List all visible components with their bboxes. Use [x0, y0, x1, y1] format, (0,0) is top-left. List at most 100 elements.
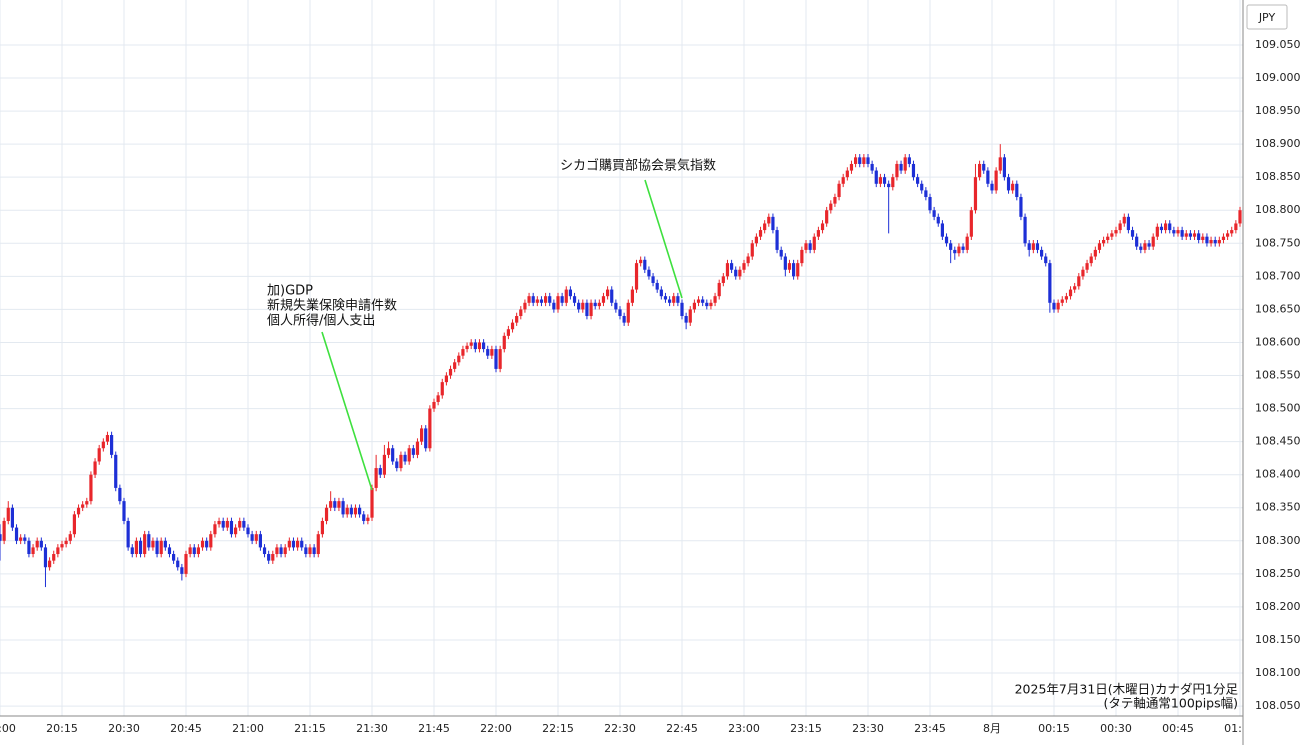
candle-body [990, 183, 994, 191]
candle-body [6, 507, 10, 521]
x-axis: 20:00 20:15 20:30 20:45 21:00 21:15 21:30 21:45… [0, 715, 1256, 735]
candle-body [829, 203, 833, 211]
candle-body [64, 540, 68, 545]
candle-body [1077, 276, 1081, 287]
candle-body [506, 329, 510, 336]
x-tick-label: 21:15 [294, 722, 326, 735]
currency-label: JPY [1258, 11, 1276, 24]
candle-body [771, 216, 775, 231]
candle-body [465, 345, 469, 350]
candle-body [1155, 226, 1159, 237]
candle-body [1056, 302, 1060, 310]
candle-body [151, 540, 155, 548]
candle-body [589, 302, 593, 317]
candle-body [114, 454, 118, 488]
candle-body [234, 527, 238, 535]
candle-body [461, 349, 465, 356]
candle-body [31, 547, 35, 555]
candle-body [35, 540, 39, 548]
candle-body [1238, 210, 1242, 224]
candle-body [874, 170, 878, 184]
candle-body [804, 243, 808, 250]
caption: (タテ軸通常100pips幅) [1104, 696, 1238, 711]
candle-body [895, 163, 899, 178]
y-tick-label: 108.050 [1255, 699, 1300, 712]
candle-body [110, 435, 114, 455]
candle-body [572, 296, 577, 303]
candle-body [907, 157, 911, 164]
candle-body [14, 527, 19, 541]
candle-body [1027, 243, 1031, 250]
y-tick-label: 108.750 [1255, 236, 1300, 249]
candle-body [159, 540, 163, 555]
candle-body [0, 534, 2, 541]
candle-body [300, 540, 304, 548]
y-tick-label: 108.900 [1255, 137, 1300, 150]
candle-body [957, 246, 961, 254]
y-tick-label: 108.850 [1255, 170, 1300, 183]
candle-body [734, 269, 738, 277]
candle-body [878, 177, 882, 184]
candle-body [1089, 256, 1093, 264]
candle-body [341, 501, 345, 515]
x-tick-label: 22:00 [480, 722, 512, 735]
candle-body [721, 276, 725, 283]
candle-body [808, 243, 812, 250]
candle-body [688, 309, 692, 323]
candle-body [411, 448, 415, 455]
candle-body [1126, 216, 1130, 231]
candle-body [969, 210, 973, 237]
candle-body [539, 299, 544, 303]
candle-body [242, 520, 246, 528]
y-tick-label: 108.100 [1255, 666, 1300, 679]
candle-body [205, 540, 209, 548]
candle-body [60, 544, 64, 548]
candle-body [428, 408, 432, 449]
candle-body [1052, 302, 1056, 310]
candle-body [329, 501, 333, 508]
candle-body [85, 501, 89, 505]
annotation-text: 加)GDP [267, 284, 313, 299]
candle-body [812, 236, 816, 250]
candle-body [163, 540, 167, 548]
y-tick-label: 108.950 [1255, 104, 1300, 117]
candle-body [477, 342, 482, 350]
candle-body [1015, 183, 1019, 198]
candle-body [730, 263, 734, 270]
candle-body [444, 375, 448, 383]
candle-body [564, 289, 568, 303]
candle-body [283, 547, 287, 555]
y-tick-label: 108.450 [1255, 435, 1300, 448]
x-tick-label: 21:00 [232, 722, 264, 735]
candle-body [126, 520, 130, 548]
candle-body [581, 302, 585, 310]
candle-body [1002, 157, 1006, 178]
candle-body [143, 534, 147, 555]
candle-body [705, 302, 709, 307]
candle-body [1135, 236, 1139, 247]
candle-body [655, 282, 659, 290]
candle-body [1184, 233, 1188, 237]
candle-body [498, 349, 502, 369]
candle-body [23, 537, 27, 541]
candle-body [184, 554, 188, 574]
candle-body [1023, 216, 1027, 244]
candle-body [601, 296, 606, 303]
candle-body [304, 547, 308, 555]
candle-body [1073, 286, 1077, 290]
candle-body [2, 520, 6, 541]
candle-body [337, 501, 341, 508]
x-tick-label: 00:30 [1100, 722, 1132, 735]
candle-body [523, 302, 527, 310]
candle-body [440, 382, 444, 396]
y-tick-label: 108.200 [1255, 600, 1300, 613]
y-tick-label: 108.400 [1255, 468, 1300, 481]
candle-body [254, 534, 258, 541]
candle-body [271, 554, 275, 561]
candle-body [1064, 296, 1068, 300]
candle-body [1019, 197, 1023, 217]
y-tick-label: 108.350 [1255, 501, 1300, 514]
candle-body [320, 520, 324, 535]
candle-body [544, 296, 548, 303]
